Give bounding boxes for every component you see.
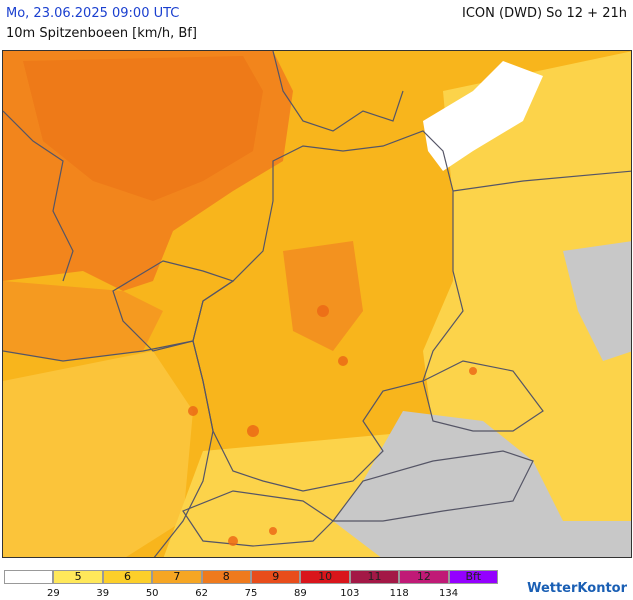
legend-tick-label: 75 <box>244 588 258 599</box>
forecast-datetime: Mo, 23.06.2025 09:00 UTC <box>6 6 180 21</box>
legend-tick-label: 62 <box>195 588 208 599</box>
speckle <box>247 425 259 437</box>
legend-cell: 12 <box>399 570 449 584</box>
border-czechia <box>422 360 544 432</box>
zone-white-baltic <box>423 61 543 171</box>
model-run-label: ICON (DWD) So 12 + 21h <box>462 6 627 21</box>
legend-cell: 9 <box>251 570 301 584</box>
border-austria <box>331 450 534 522</box>
speckle <box>228 536 238 546</box>
zone-orange-central <box>283 241 363 351</box>
wetterkontor-logo[interactable]: WetterKontor <box>527 581 627 596</box>
zone-grey-alps <box>333 411 631 557</box>
map-canvas <box>3 51 631 557</box>
legend-cell: 6 <box>102 570 153 584</box>
speckle <box>469 367 477 375</box>
speckle <box>269 527 277 535</box>
legend-tick-label: 29 <box>47 588 60 599</box>
legend-cell <box>4 570 54 584</box>
border-denmark <box>272 51 404 132</box>
legend-cell: 8 <box>201 570 251 584</box>
speckle <box>317 305 329 317</box>
parameter-title: 10m Spitzenboeen [km/h, Bf] <box>6 26 197 41</box>
wind-gust-map <box>2 50 632 558</box>
legend-cell: Bft <box>448 570 498 584</box>
legend-tick-label: 89 <box>294 588 307 599</box>
legend-tick-label: 50 <box>145 588 159 599</box>
country-borders <box>3 51 631 557</box>
speckle <box>188 406 198 416</box>
intensity-speckles <box>188 305 477 546</box>
zone-light-southwest <box>3 351 193 557</box>
legend-tick-label: 118 <box>389 588 409 599</box>
legend-cell: 7 <box>152 570 202 584</box>
legend-tick-label: 134 <box>439 588 459 599</box>
legend-cell: 5 <box>53 570 103 584</box>
zone-orange-dark-core <box>23 56 263 201</box>
legend-cell: 10 <box>300 570 350 584</box>
border-france <box>3 340 214 557</box>
border-poland <box>452 170 631 192</box>
zone-orange-channel <box>3 281 163 361</box>
legend-tick-label: 39 <box>96 588 110 599</box>
legend-bar: 5 6 7 8 9 10 11 12 Bft <box>4 570 498 585</box>
legend-cell: 11 <box>349 570 400 584</box>
speckle <box>338 356 348 366</box>
zone-grey-east <box>563 241 631 361</box>
border-uk-coast <box>3 110 74 282</box>
border-switzerland <box>182 490 334 547</box>
legend-tick-label: 103 <box>340 588 360 599</box>
